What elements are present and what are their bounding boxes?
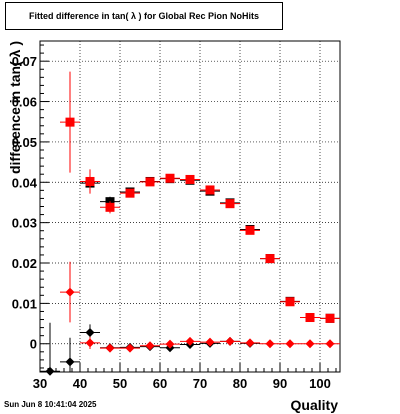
- chart-title: Fitted difference in tan( λ ) for Global…: [28, 11, 260, 21]
- data-point-diamond: [205, 337, 215, 347]
- data-point-diamond: [285, 339, 295, 349]
- plot-frame: [39, 40, 341, 373]
- x-tick-label: 30: [33, 376, 47, 391]
- data-point-diamond: [125, 343, 135, 353]
- data-point-square: [65, 117, 75, 127]
- data-point-diamond: [265, 339, 275, 349]
- data-point-square: [125, 188, 135, 198]
- data-point-diamond: [105, 343, 115, 353]
- y-tick-label: 0.02: [12, 256, 37, 271]
- title-box: Fitted difference in tan( λ ) for Global…: [5, 2, 283, 30]
- data-point-square: [305, 313, 315, 323]
- data-point-diamond: [225, 336, 235, 346]
- data-point-diamond: [45, 366, 55, 376]
- timestamp: Sun Jun 8 10:41:04 2025: [4, 400, 97, 409]
- y-tick-label: 0.01: [12, 296, 37, 311]
- data-point-diamond: [65, 357, 75, 367]
- y-axis-label: difference in tan( λ ): [7, 41, 23, 174]
- y-tick-label: 0.03: [12, 216, 37, 231]
- data-point-square: [105, 202, 115, 212]
- data-point-square: [85, 176, 95, 186]
- x-tick-label: 90: [273, 376, 287, 391]
- data-point-diamond: [165, 339, 175, 349]
- data-point-square: [225, 199, 235, 209]
- data-point-square: [285, 297, 295, 307]
- x-tick-label: 100: [309, 376, 331, 391]
- x-tick-label: 70: [193, 376, 207, 391]
- data-point-diamond: [65, 287, 75, 297]
- data-point-diamond: [325, 339, 335, 349]
- data-point-square: [265, 254, 275, 264]
- data-point-square: [165, 173, 175, 183]
- data-point-square: [205, 185, 215, 195]
- y-tick-label: 0.05: [12, 135, 37, 150]
- y-tick-label: 0: [30, 337, 37, 352]
- x-axis-label: Quality: [290, 397, 338, 413]
- data-point-square: [145, 177, 155, 187]
- data-point-diamond: [245, 338, 255, 348]
- y-tick-label: 0.04: [12, 175, 38, 190]
- x-tick-label: 50: [113, 376, 127, 391]
- data-point-diamond: [305, 339, 315, 349]
- x-tick-label: 40: [73, 376, 87, 391]
- data-point-diamond: [85, 327, 95, 337]
- data-point-square: [245, 225, 255, 235]
- data-point-square: [185, 174, 195, 184]
- data-point-square: [325, 313, 335, 323]
- y-tick-label: 0.07: [12, 54, 37, 69]
- data-point-diamond: [85, 338, 95, 348]
- data-point-diamond: [145, 341, 155, 351]
- x-tick-label: 80: [233, 376, 247, 391]
- y-tick-label: 0.06: [12, 95, 37, 110]
- x-tick-label: 60: [153, 376, 167, 391]
- data-point-diamond: [185, 336, 195, 346]
